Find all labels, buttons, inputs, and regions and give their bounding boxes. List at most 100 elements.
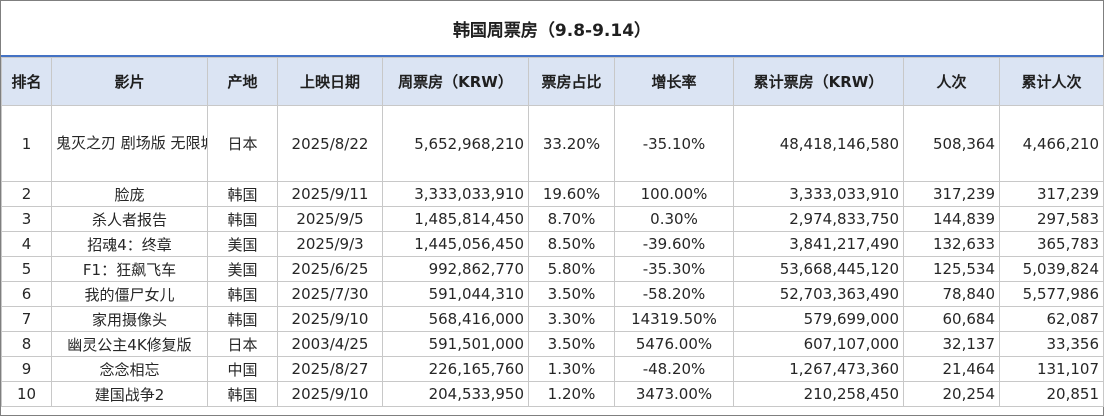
cell-admissions: 32,137 (903, 331, 1000, 357)
table-row: 4 招魂4：终章 美国 2025/9/3 1,445,056,450 8.50% -39.6… (1, 231, 1104, 257)
cell-growth: 0.30% (614, 206, 734, 232)
cell-growth: 14319.50% (614, 306, 734, 332)
cell-film: 杀人者报告 (51, 206, 208, 232)
cell-origin: 韩国 (207, 281, 278, 307)
col-header-growth: 增长率 (614, 57, 734, 106)
cell-film: 鬼灭之刃 剧场版 无限城篇 第一章 猗窝座再来 (51, 105, 208, 182)
table-row: 5 F1：狂飙飞车 美国 2025/6/25 992,862,770 5.80% -35.3… (1, 256, 1104, 282)
cell-growth: -35.30% (614, 256, 734, 282)
box-office-table: 排名 影片 产地 上映日期 周票房（KRW） 票房占比 增长率 累计票房（KRW… (1, 57, 1104, 407)
cell-rank: 4 (1, 231, 52, 257)
cell-origin: 韩国 (207, 181, 278, 207)
cell-total-admissions: 131,107 (999, 356, 1104, 382)
cell-share: 3.50% (528, 281, 615, 307)
cell-share: 3.50% (528, 331, 615, 357)
cell-growth: 5476.00% (614, 331, 734, 357)
cell-total-gross: 210,258,450 (733, 381, 904, 407)
table-row: 10 建国战争2 韩国 2025/9/10 204,533,950 1.20% 3473.0… (1, 381, 1104, 407)
cell-weekly-gross: 568,416,000 (382, 306, 529, 332)
cell-weekly-gross: 5,652,968,210 (382, 105, 529, 182)
cell-origin: 韩国 (207, 381, 278, 407)
cell-total-gross: 607,107,000 (733, 331, 904, 357)
cell-total-admissions: 365,783 (999, 231, 1104, 257)
cell-growth: -58.20% (614, 281, 734, 307)
cell-film: F1：狂飙飞车 (51, 256, 208, 282)
cell-weekly-gross: 591,044,310 (382, 281, 529, 307)
table-row: 3 杀人者报告 韩国 2025/9/5 1,485,814,450 8.70% 0.30% 2… (1, 206, 1104, 232)
cell-rank: 7 (1, 306, 52, 332)
cell-film: 我的僵尸女儿 (51, 281, 208, 307)
cell-growth: -35.10% (614, 105, 734, 182)
cell-total-gross: 1,267,473,360 (733, 356, 904, 382)
cell-film: 招魂4：终章 (51, 231, 208, 257)
cell-origin: 韩国 (207, 206, 278, 232)
cell-share: 8.70% (528, 206, 615, 232)
cell-film: 建国战争2 (51, 381, 208, 407)
cell-total-admissions: 297,583 (999, 206, 1104, 232)
cell-share: 5.80% (528, 256, 615, 282)
cell-share: 19.60% (528, 181, 615, 207)
table-row: 8 幽灵公主4K修复版 日本 2003/4/25 591,501,000 3.50% 547… (1, 331, 1104, 357)
cell-admissions: 144,839 (903, 206, 1000, 232)
cell-origin: 日本 (207, 331, 278, 357)
cell-release-date: 2025/6/25 (277, 256, 383, 282)
cell-weekly-gross: 204,533,950 (382, 381, 529, 407)
cell-total-admissions: 20,851 (999, 381, 1104, 407)
table-title: 韩国周票房（9.8-9.14） (452, 20, 652, 41)
cell-total-admissions: 317,239 (999, 181, 1104, 207)
title-divider (1, 55, 1103, 57)
cell-total-admissions: 62,087 (999, 306, 1104, 332)
cell-total-admissions: 4,466,210 (999, 105, 1104, 182)
cell-share: 3.30% (528, 306, 615, 332)
cell-release-date: 2025/9/10 (277, 306, 383, 332)
cell-rank: 8 (1, 331, 52, 357)
cell-rank: 5 (1, 256, 52, 282)
cell-origin: 韩国 (207, 306, 278, 332)
cell-total-gross: 52,703,363,490 (733, 281, 904, 307)
cell-admissions: 508,364 (903, 105, 1000, 182)
cell-origin: 日本 (207, 105, 278, 182)
col-header-release-date: 上映日期 (277, 57, 383, 106)
cell-share: 33.20% (528, 105, 615, 182)
cell-weekly-gross: 3,333,033,910 (382, 181, 529, 207)
cell-growth: 100.00% (614, 181, 734, 207)
col-header-rank: 排名 (1, 57, 52, 106)
cell-release-date: 2025/7/30 (277, 281, 383, 307)
cell-release-date: 2003/4/25 (277, 331, 383, 357)
cell-admissions: 125,534 (903, 256, 1000, 282)
col-header-weekly-gross: 周票房（KRW） (382, 57, 529, 106)
cell-admissions: 20,254 (903, 381, 1000, 407)
cell-origin: 美国 (207, 256, 278, 282)
cell-growth: -48.20% (614, 356, 734, 382)
cell-admissions: 60,684 (903, 306, 1000, 332)
cell-weekly-gross: 992,862,770 (382, 256, 529, 282)
col-header-share: 票房占比 (528, 57, 615, 106)
cell-weekly-gross: 226,165,760 (382, 356, 529, 382)
cell-admissions: 21,464 (903, 356, 1000, 382)
col-header-total-gross: 累计票房（KRW） (733, 57, 904, 106)
cell-total-gross: 3,333,033,910 (733, 181, 904, 207)
cell-total-admissions: 33,356 (999, 331, 1104, 357)
cell-release-date: 2025/9/11 (277, 181, 383, 207)
table-row: 2 脸庞 韩国 2025/9/11 3,333,033,910 19.60% 100.00%… (1, 181, 1104, 207)
cell-admissions: 132,633 (903, 231, 1000, 257)
cell-film: 家用摄像头 (51, 306, 208, 332)
col-header-admissions: 人次 (903, 57, 1000, 106)
cell-rank: 9 (1, 356, 52, 382)
cell-weekly-gross: 1,445,056,450 (382, 231, 529, 257)
col-header-total-admissions: 累计人次 (999, 57, 1104, 106)
cell-share: 8.50% (528, 231, 615, 257)
table-row: 7 家用摄像头 韩国 2025/9/10 568,416,000 3.30% 14319.5… (1, 306, 1104, 332)
cell-total-admissions: 5,577,986 (999, 281, 1104, 307)
cell-total-gross: 2,974,833,750 (733, 206, 904, 232)
cell-weekly-gross: 591,501,000 (382, 331, 529, 357)
cell-release-date: 2025/8/22 (277, 105, 383, 182)
cell-release-date: 2025/9/10 (277, 381, 383, 407)
cell-film: 脸庞 (51, 181, 208, 207)
cell-admissions: 317,239 (903, 181, 1000, 207)
cell-release-date: 2025/9/3 (277, 231, 383, 257)
cell-share: 1.20% (528, 381, 615, 407)
